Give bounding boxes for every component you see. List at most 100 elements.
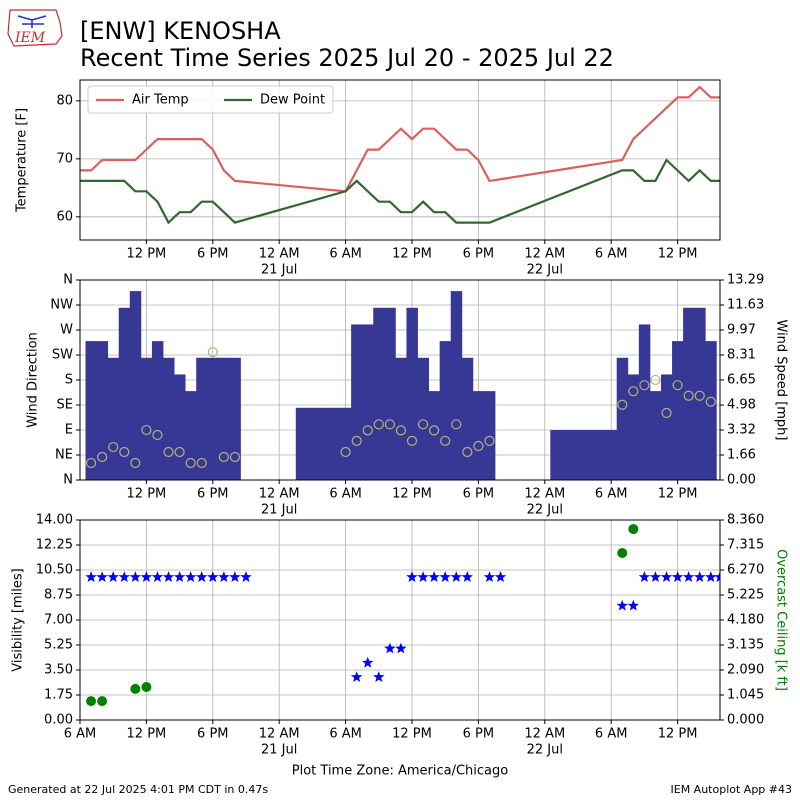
point	[108, 441, 119, 453]
point	[639, 380, 650, 391]
bar	[627, 374, 640, 480]
star-point	[616, 599, 628, 611]
bar	[229, 357, 241, 480]
point	[661, 407, 672, 419]
x-tick-label: 12 AM	[524, 727, 565, 742]
y-tick-label: 70	[56, 151, 73, 166]
y2-tick-label: 6.270	[727, 563, 764, 578]
star-point	[384, 642, 396, 654]
star-point	[185, 571, 197, 582]
star-point	[638, 571, 651, 582]
marks	[85, 291, 717, 480]
point	[340, 446, 351, 458]
y-tick-label: SE	[57, 398, 73, 413]
point	[484, 435, 495, 446]
point	[362, 425, 373, 436]
bar	[85, 341, 97, 480]
star-point	[682, 571, 695, 582]
star-point	[483, 571, 496, 582]
x-tick-sublabel: 21 Jul	[261, 263, 297, 278]
y2-tick-label: 13.29	[727, 273, 764, 288]
x-tick-label: 6 PM	[197, 247, 228, 262]
point	[152, 429, 163, 441]
logo-text: IEM	[14, 30, 46, 46]
y2-tick-label: 2.090	[727, 663, 764, 678]
star-point	[85, 571, 97, 582]
point	[207, 346, 218, 358]
x-tick-label: 12 AM	[259, 247, 300, 262]
bar	[340, 407, 352, 480]
point	[628, 524, 639, 535]
x-tick-label: 6 AM	[329, 727, 362, 742]
x-tick-label: 12 PM	[392, 727, 432, 742]
bar	[118, 307, 131, 480]
x-tick-label: 6 AM	[595, 487, 628, 502]
y-tick-label: S	[65, 373, 73, 388]
legend-label: Dew Point	[260, 93, 325, 108]
bar	[583, 430, 595, 480]
bar	[705, 341, 717, 480]
y2-tick-label: 11.63	[727, 297, 764, 312]
bar	[218, 357, 230, 480]
star-point	[494, 571, 507, 582]
x-tick-label: 6 AM	[329, 487, 362, 502]
point	[417, 419, 429, 430]
x-tick-label: 12 PM	[392, 247, 432, 262]
subtitle: Recent Time Series 2025 Jul 20 - 2025 Ju…	[80, 44, 614, 72]
footer-left: Generated at 22 Jul 2025 4:01 PM CDT in …	[8, 783, 268, 796]
point	[395, 425, 407, 436]
point	[86, 696, 97, 707]
star-point	[96, 571, 108, 582]
x-tick-label: 6 PM	[463, 727, 494, 742]
bar	[561, 430, 573, 480]
x-tick-label: 12 AM	[524, 247, 565, 262]
x-tick-label: 6 AM	[595, 247, 628, 262]
x-tick-label: 12 PM	[127, 727, 167, 742]
title: [ENW] KENOSHA	[80, 17, 281, 45]
y2-tick-label: 9.97	[727, 322, 756, 337]
bar	[672, 341, 684, 480]
star-point	[461, 571, 473, 582]
point	[174, 446, 185, 458]
star-point	[660, 571, 673, 582]
bar	[439, 341, 452, 480]
y-axis-label: Visibility [miles]	[11, 568, 26, 671]
y-tick-label: 10.50	[36, 563, 73, 578]
star-point	[207, 571, 219, 582]
bar	[450, 291, 463, 480]
x-tick-label: 6 PM	[463, 487, 494, 502]
star-point	[351, 671, 363, 682]
y2-axis-label: Wind Speed [mph]	[774, 320, 789, 441]
y-axis-label: Temperature [F]	[15, 108, 30, 213]
x-tick-label: 12 PM	[658, 247, 698, 262]
y-tick-label: 14.00	[36, 513, 73, 528]
star-point	[395, 642, 407, 654]
point	[440, 435, 451, 446]
x-tick-sublabel: 21 Jul	[261, 503, 297, 518]
legend-label: Air Temp	[132, 93, 189, 108]
star-point	[428, 571, 440, 582]
y2-tick-label: 4.98	[727, 398, 756, 413]
x-tick-label: 6 AM	[595, 727, 628, 742]
point	[373, 419, 384, 430]
plot-frame	[79, 519, 721, 721]
star-point	[649, 571, 662, 582]
x-tick-sublabel: 21 Jul	[261, 743, 297, 758]
bar	[306, 407, 319, 480]
star-point	[450, 571, 462, 582]
y-tick-label: 8.75	[44, 588, 73, 603]
y-tick-label: SW	[52, 348, 73, 363]
bar	[406, 307, 418, 480]
star-point	[694, 571, 706, 582]
star-point	[118, 571, 130, 582]
point	[384, 419, 395, 430]
star-point	[173, 571, 186, 582]
star-point	[107, 571, 119, 582]
bar	[472, 391, 485, 480]
star-point	[714, 571, 720, 582]
bar	[373, 307, 385, 480]
point	[119, 446, 130, 458]
star-point	[240, 571, 252, 582]
point	[628, 386, 639, 397]
marks	[80, 85, 720, 225]
